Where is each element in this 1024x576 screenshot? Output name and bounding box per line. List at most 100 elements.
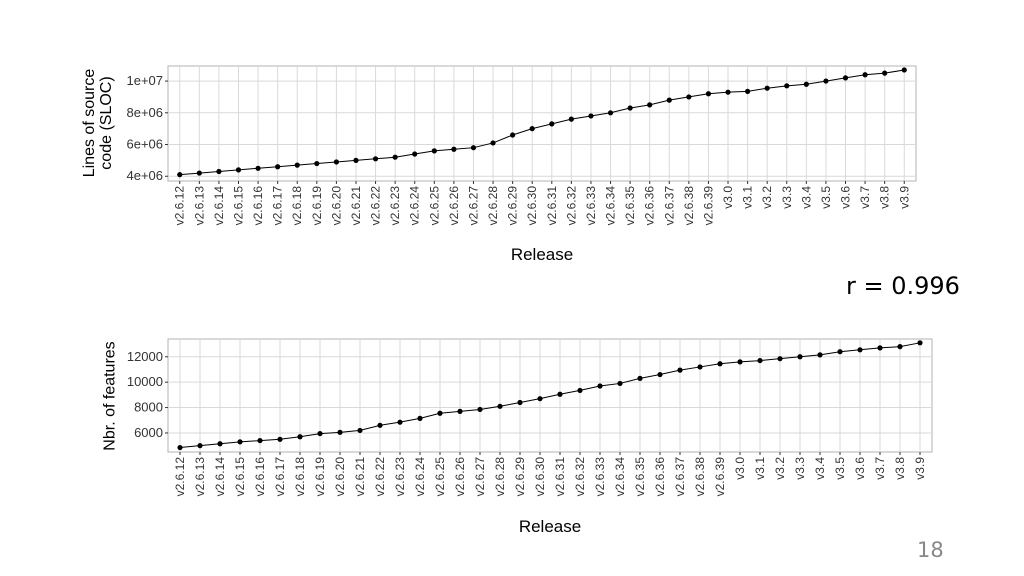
point xyxy=(597,383,603,389)
x-tick-label: v2.6.37 xyxy=(673,457,687,497)
point xyxy=(277,436,283,442)
x-tick-label: v2.6.32 xyxy=(564,186,578,226)
point xyxy=(917,340,923,346)
x-tick-label: v2.6.14 xyxy=(212,186,226,226)
point xyxy=(451,146,457,152)
y-tick-label: 6000 xyxy=(134,425,163,440)
point xyxy=(803,81,809,87)
x-tick-label: v2.6.30 xyxy=(525,186,539,226)
x-tick-label: v2.6.26 xyxy=(447,186,461,226)
page-number: 18 xyxy=(917,538,944,562)
point xyxy=(777,356,783,362)
panel xyxy=(167,65,917,182)
point xyxy=(757,357,763,364)
point xyxy=(817,352,823,358)
x-tick-label: v2.6.28 xyxy=(493,457,507,497)
point xyxy=(372,156,379,162)
x-tick-label: v2.6.36 xyxy=(643,186,657,226)
x-tick-label: v3.7 xyxy=(873,457,887,480)
x-tick-label: v2.6.32 xyxy=(573,457,587,497)
point xyxy=(677,367,683,373)
point xyxy=(490,140,496,146)
point xyxy=(431,148,437,154)
point xyxy=(177,444,183,451)
x-axis-title: Release xyxy=(519,517,581,536)
point xyxy=(784,83,790,89)
x-tick-label: v2.6.31 xyxy=(545,186,559,226)
x-tick-label: v3.4 xyxy=(799,186,813,209)
point xyxy=(353,157,359,163)
y-tick-label: 1e+07 xyxy=(126,73,163,88)
point xyxy=(837,349,843,355)
point xyxy=(901,67,907,73)
point xyxy=(577,387,583,394)
x-tick-label: v2.6.33 xyxy=(593,457,607,497)
x-tick-label: v2.6.19 xyxy=(310,186,324,226)
x-tick-label: v3.1 xyxy=(741,186,755,209)
point xyxy=(537,396,543,402)
x-tick-label: v2.6.36 xyxy=(653,457,667,497)
point xyxy=(737,359,743,365)
x-tick-label: v3.0 xyxy=(733,457,747,480)
x-tick-label: v2.6.18 xyxy=(293,457,307,497)
x-tick-label: v2.6.33 xyxy=(584,186,598,226)
x-tick-label: v2.6.35 xyxy=(633,457,647,497)
x-tick-label: v3.6 xyxy=(853,457,867,480)
point xyxy=(549,121,555,127)
point xyxy=(392,154,398,160)
x-tick-label: v2.6.30 xyxy=(533,457,547,497)
point xyxy=(470,145,477,151)
x-tick-label: v2.6.15 xyxy=(233,457,247,497)
x-tick-label: v2.6.19 xyxy=(313,457,327,497)
point xyxy=(237,439,243,445)
x-tick-label: v2.6.21 xyxy=(353,457,367,497)
point xyxy=(617,380,623,387)
x-tick-label: v2.6.38 xyxy=(682,186,696,226)
y-tick-label: 8000 xyxy=(134,400,163,415)
point xyxy=(568,116,574,122)
point xyxy=(275,164,281,170)
point xyxy=(657,371,663,378)
point xyxy=(317,430,323,437)
point xyxy=(337,429,343,435)
x-tick-label: v2.6.12 xyxy=(173,457,187,497)
x-tick-label: v2.6.27 xyxy=(466,186,480,226)
point xyxy=(255,165,261,171)
point xyxy=(607,110,614,116)
x-tick-label: v2.6.17 xyxy=(271,186,285,226)
x-tick-label: v2.6.25 xyxy=(427,186,441,226)
x-tick-label: v2.6.24 xyxy=(413,457,427,497)
x-tick-label: v3.8 xyxy=(878,186,892,209)
point xyxy=(314,160,320,167)
point xyxy=(666,97,672,103)
point xyxy=(196,170,202,176)
x-tick-label: v3.3 xyxy=(780,186,794,209)
x-tick-label: v2.6.39 xyxy=(713,457,727,497)
point xyxy=(457,408,463,414)
point xyxy=(257,437,263,444)
x-tick-label: v2.6.25 xyxy=(433,457,447,497)
x-tick-label: v3.9 xyxy=(913,457,927,480)
point xyxy=(797,354,803,360)
x-tick-label: v2.6.13 xyxy=(193,457,207,497)
line xyxy=(179,342,921,449)
x-tick-label: v2.6.24 xyxy=(408,186,422,226)
x-tick-label: v2.6.20 xyxy=(329,186,343,226)
x-tick-label: v3.3 xyxy=(793,457,807,480)
point xyxy=(417,415,423,421)
annotation: r = 0.996 xyxy=(846,272,960,300)
point xyxy=(717,361,723,367)
x-tick-label: v2.6.16 xyxy=(253,457,267,497)
point xyxy=(217,441,223,447)
point xyxy=(510,132,516,138)
x-tick-label: v2.6.26 xyxy=(453,457,467,497)
point xyxy=(745,88,751,94)
point xyxy=(437,410,443,416)
point xyxy=(333,159,339,165)
x-tick-label: v3.5 xyxy=(833,457,847,480)
x-tick-label: v3.8 xyxy=(893,457,907,480)
y-tick-label: 8e+06 xyxy=(126,105,163,120)
point xyxy=(882,70,888,76)
point xyxy=(897,344,903,350)
point xyxy=(297,434,303,440)
